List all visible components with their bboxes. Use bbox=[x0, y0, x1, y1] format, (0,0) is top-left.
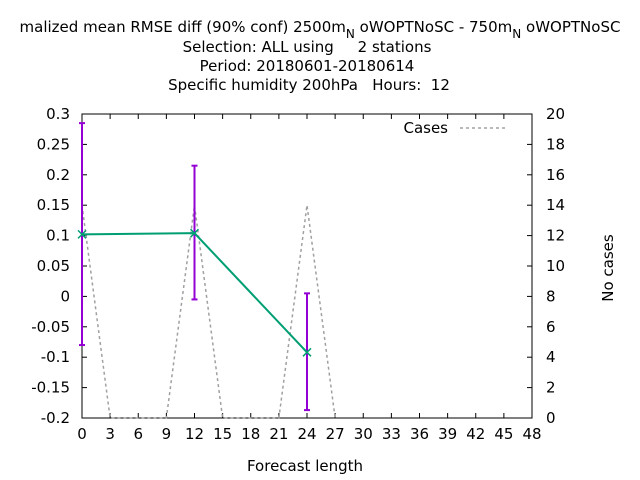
x-tick-label: 27 bbox=[326, 425, 345, 443]
cases-line bbox=[81, 205, 336, 419]
x-tick-label: 39 bbox=[438, 425, 457, 443]
y-tick-label: 0.2 bbox=[46, 166, 70, 184]
x-axis-label: Forecast length bbox=[247, 457, 363, 475]
legend: Cases bbox=[403, 119, 506, 137]
legend-label-cases: Cases bbox=[403, 119, 448, 137]
title-line-1-part-1: malized mean RMSE diff (90% conf) 2500m bbox=[20, 18, 346, 36]
x-tick-label: 36 bbox=[410, 425, 429, 443]
x-tick-label: 9 bbox=[162, 425, 172, 443]
y-tick-label: 0.25 bbox=[37, 135, 70, 153]
y2-tick-label: 14 bbox=[546, 196, 565, 214]
data-point bbox=[77, 229, 87, 239]
title-line-1-part-3: oWOPTNoSC bbox=[521, 18, 620, 36]
x-tick-label: 18 bbox=[241, 425, 260, 443]
y-tick-label: -0.15 bbox=[31, 379, 70, 397]
title-line-4: Specific humidity 200hPa Hours: 12 bbox=[168, 76, 450, 94]
x-tick-label: 12 bbox=[185, 425, 204, 443]
y2-tick-label: 8 bbox=[546, 287, 556, 305]
y2-axis-label: No cases bbox=[599, 234, 617, 302]
y2-tick-label: 6 bbox=[546, 318, 556, 336]
x-tick-label: 33 bbox=[382, 425, 401, 443]
x-tick-label: 42 bbox=[466, 425, 485, 443]
y-tick-label: 0.05 bbox=[37, 257, 70, 275]
rmse-diff-series bbox=[77, 228, 312, 357]
data-point bbox=[302, 347, 312, 357]
title-line-1: malized mean RMSE diff (90% conf) 2500mN… bbox=[20, 18, 621, 41]
x-tick-label: 45 bbox=[494, 425, 513, 443]
y-tick-label: -0.05 bbox=[31, 318, 70, 336]
x-tick-label: 3 bbox=[105, 425, 115, 443]
y2-tick-label: 10 bbox=[546, 257, 565, 275]
x-tick-label: 0 bbox=[77, 425, 87, 443]
y2-tick-label: 20 bbox=[546, 105, 565, 123]
title-line-1-part-2: oWOPTNoSC - 750m bbox=[355, 18, 512, 36]
y-tick-label: 0.3 bbox=[46, 105, 70, 123]
title-sub-n-1: N bbox=[346, 27, 355, 41]
y-tick-label: -0.2 bbox=[41, 409, 70, 427]
y-tick-label: 0.15 bbox=[37, 196, 70, 214]
y2-tick-label: 2 bbox=[546, 379, 556, 397]
y-tick-label: -0.1 bbox=[41, 348, 70, 366]
x-tick-label: 30 bbox=[354, 425, 373, 443]
data-point bbox=[189, 228, 200, 238]
title-line-2: Selection: ALL using 2 stations bbox=[183, 38, 432, 56]
y2-tick-label: 12 bbox=[546, 227, 565, 245]
y-tick-label: 0.1 bbox=[46, 227, 70, 245]
x-tick-label: 48 bbox=[522, 425, 541, 443]
x-axis-ticks: 0 3 6 9 12 15 18 21 24 27 30 33 36 39 42 45 48 bbox=[77, 114, 542, 443]
error-bars bbox=[79, 122, 310, 412]
cases-series bbox=[81, 205, 336, 419]
x-tick-label: 6 bbox=[133, 425, 143, 443]
y2-tick-label: 4 bbox=[546, 348, 556, 366]
y2-tick-label: 16 bbox=[546, 166, 565, 184]
y-tick-label: 0 bbox=[60, 287, 70, 305]
y-axis-ticks: 0.3 0.25 0.2 0.15 0.1 0.05 0 -0.05 -0.1 -0.15 -0.2 bbox=[31, 105, 87, 427]
title-line-3: Period: 20180601-20180614 bbox=[200, 57, 415, 75]
x-tick-label: 15 bbox=[213, 425, 232, 443]
y2-tick-label: 18 bbox=[546, 135, 565, 153]
title-sub-n-2: N bbox=[512, 27, 521, 41]
x-tick-label: 24 bbox=[297, 425, 316, 443]
x-tick-label: 21 bbox=[269, 425, 288, 443]
chart-title: malized mean RMSE diff (90% conf) 2500mN… bbox=[20, 18, 621, 94]
y2-tick-label: 0 bbox=[546, 409, 556, 427]
